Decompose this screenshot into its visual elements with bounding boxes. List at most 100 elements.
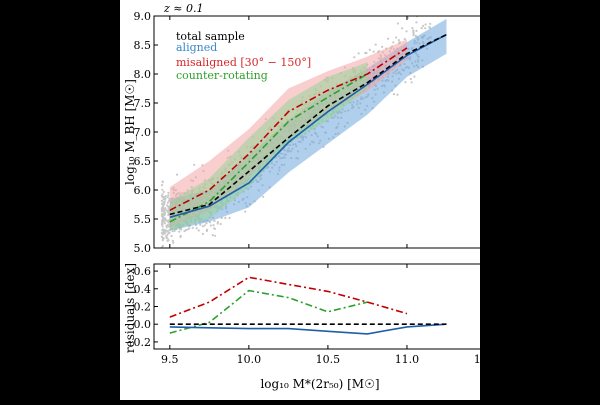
scatter-point [209, 224, 212, 227]
x-axis-label: log₁₀ M*(2r₅₀) [M☉] [260, 377, 379, 391]
scatter-point [164, 217, 167, 220]
scatter-point [199, 223, 202, 226]
scatter-point [205, 222, 208, 225]
scatter-point [424, 27, 427, 30]
scatter-point [213, 227, 216, 230]
scatter-point [167, 191, 170, 194]
y-tick-label-main: 8.0 [134, 68, 152, 81]
scatter-point [161, 229, 164, 232]
scatter-point [216, 222, 219, 225]
scatter-point [409, 77, 412, 81]
scatter-point [415, 29, 418, 32]
scatter-point [387, 37, 390, 40]
scatter-point [180, 228, 183, 231]
scatter-point [211, 234, 214, 237]
scatter-point [396, 93, 399, 96]
scatter-point [213, 219, 216, 223]
scatter-point [405, 30, 408, 33]
line-counter-rotating [169, 73, 368, 223]
scatter-point [228, 216, 231, 220]
x-tick-label: 11.0 [395, 353, 420, 366]
residual-lines [169, 276, 447, 335]
scatter-point [161, 225, 164, 228]
scatter-point [195, 227, 198, 230]
scatter-point [162, 196, 165, 199]
scatter-point [420, 27, 423, 30]
legend-misaligned: misaligned [30° − 150°] [176, 56, 311, 69]
scatter-point [404, 81, 407, 84]
scatter-point [172, 241, 175, 244]
scatter-point [161, 238, 165, 241]
scatter-point [372, 50, 375, 53]
scatter-point [429, 22, 432, 25]
y-tick-label-main: 9.0 [134, 10, 152, 23]
scatter-point [411, 27, 414, 30]
y-axis-label-main: log₁₀ M_BH [M☉] [123, 79, 137, 185]
x-tick-label: 11.5 [474, 353, 480, 366]
legend-total: total sample [176, 30, 245, 43]
scatter-point [168, 199, 171, 202]
redshift-label: z ≈ 0.1 [163, 2, 204, 15]
scatter-point [166, 210, 169, 213]
scatter-point [167, 221, 170, 224]
scatter-point [166, 196, 169, 199]
scatter-point [164, 207, 167, 210]
scatter-point [184, 228, 187, 232]
residual-line-counter-rotating [169, 289, 368, 334]
scatter-point [353, 56, 356, 59]
y-tick-label-residual: 0.2 [134, 301, 152, 314]
scatter-point [262, 195, 265, 198]
scatter-point [166, 201, 169, 204]
scatter-point [162, 230, 166, 233]
scatter-point [166, 204, 169, 207]
scatter-point [392, 41, 395, 44]
scatter-point [224, 216, 227, 220]
y-tick-label-main: 6.0 [134, 184, 152, 197]
residual-line-misaligned [169, 276, 408, 318]
y-tick-label-residual: 0.6 [134, 265, 152, 278]
scatter-point [422, 24, 425, 27]
scatter-point [170, 234, 173, 238]
scatter-point [176, 173, 179, 176]
scatter-point [395, 36, 398, 39]
scatter-point [403, 37, 406, 41]
scatter-point [161, 221, 164, 225]
scatter-point [191, 226, 194, 229]
y-axis-label-residuals: residuals [dex] [123, 263, 137, 353]
scatter-point [179, 235, 182, 239]
scatter-point [203, 224, 206, 227]
scatter-point [167, 239, 170, 242]
y-tick-label-main: 6.5 [134, 155, 152, 168]
y-tick-label-residual: 0.0 [134, 318, 152, 331]
figure-canvas: 5.0 5.5 6.0 6.5 7.0 7.5 8.0 8.5 9.0 −0.2 0.0 0.2 0.4… [120, 0, 498, 400]
scatter-point [186, 228, 189, 231]
scatter-point [201, 225, 204, 228]
scatter-point [415, 21, 418, 24]
scatter-point [374, 43, 377, 46]
scatter-point [244, 210, 247, 213]
scatter-point [412, 34, 415, 37]
scatter-point [162, 254, 164, 256]
scatter-point [171, 239, 174, 242]
y-tick-label-main: 5.5 [134, 213, 152, 226]
legend-aligned: aligned [176, 41, 217, 54]
band-counter-rotating [169, 62, 368, 231]
scatter-point [212, 224, 215, 227]
y-tick-label-residual: −0.2 [124, 336, 151, 349]
line-aligned [169, 33, 447, 219]
y-tick-label-main: 7.5 [134, 97, 152, 110]
legend-counter: counter-rotating [176, 69, 268, 82]
scatter-point [161, 218, 164, 221]
scatter-point [168, 224, 171, 227]
scatter-point [178, 230, 181, 233]
scatter-point [424, 23, 427, 26]
scatter-point [160, 235, 163, 238]
line-misaligned [169, 47, 408, 212]
scatter-point [205, 228, 209, 231]
y-tick-label-main: 8.5 [134, 39, 152, 52]
line-total [169, 33, 447, 216]
residual-frame [153, 263, 487, 350]
scatter-point [171, 230, 174, 233]
x-tick-label: 10.5 [316, 353, 341, 366]
scatter-point [162, 204, 165, 207]
